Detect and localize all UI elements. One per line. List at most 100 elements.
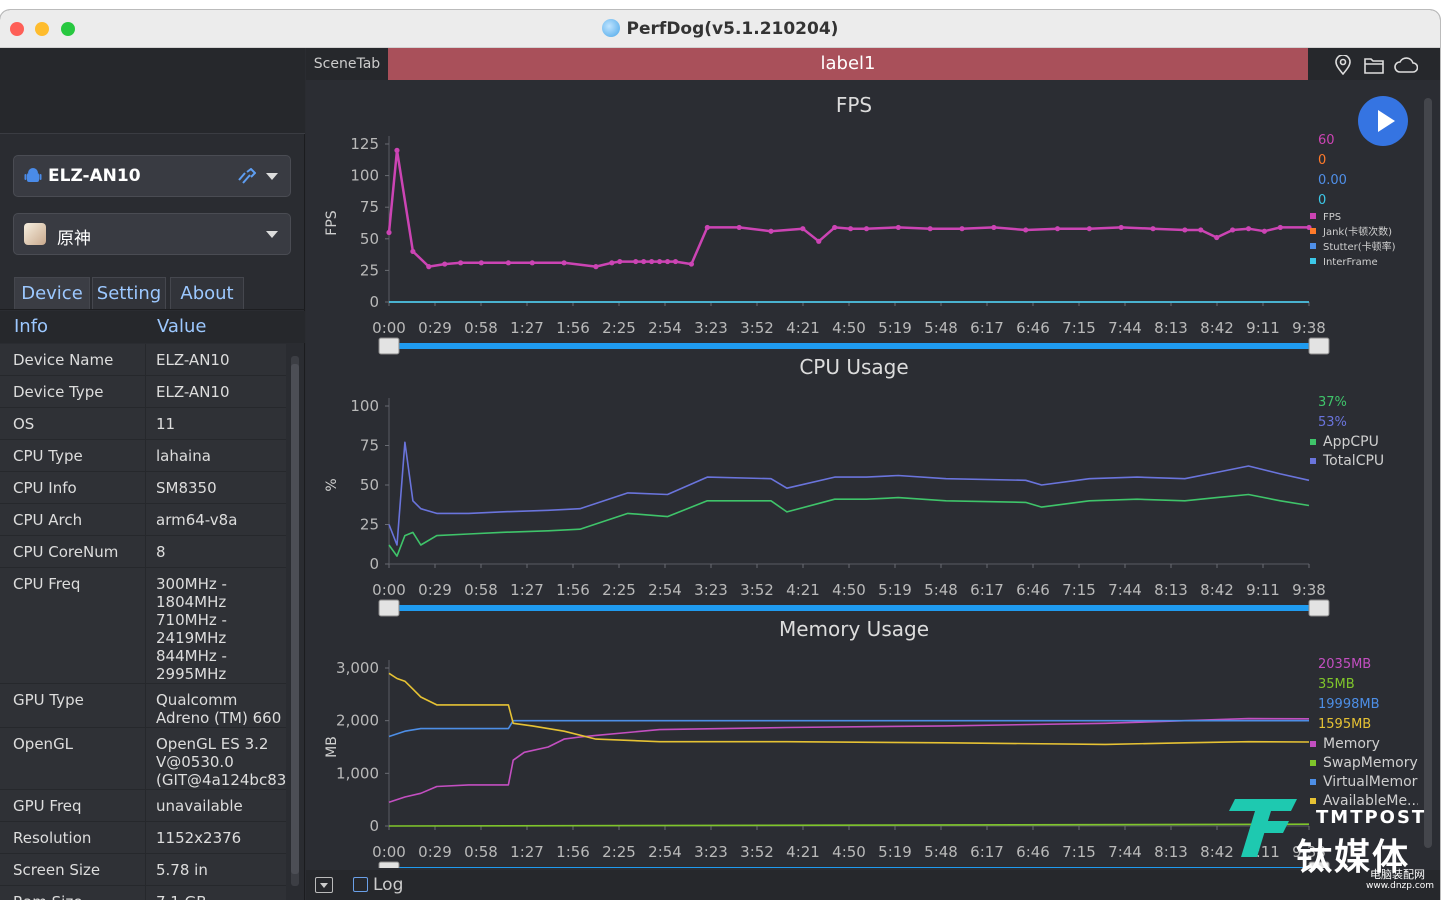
- table-row[interactable]: Ram Size 7.1 GB: [0, 886, 286, 900]
- chart-title: Memory Usage: [779, 617, 929, 641]
- label-bar[interactable]: label1: [388, 48, 1308, 80]
- y-tick-label: 3,000: [336, 659, 379, 677]
- x-tick-label: 9:11: [1246, 581, 1280, 599]
- row-value: unavailable: [156, 797, 243, 815]
- log-checkbox[interactable]: [353, 877, 368, 892]
- fps-point: [410, 248, 416, 255]
- folder-icon[interactable]: [1364, 56, 1384, 74]
- table-row[interactable]: Resolution 1152x2376: [0, 822, 286, 854]
- row-value: arm64-v8a: [156, 511, 238, 529]
- x-tick-label: 8:13: [1154, 843, 1188, 861]
- row-key: Resolution: [13, 829, 92, 847]
- range-slider-track[interactable]: [397, 605, 1319, 611]
- y-tick-label: 100: [350, 167, 379, 185]
- range-handle-left[interactable]: [378, 337, 400, 355]
- legend-entry: VirtualMemory: [1323, 774, 1418, 790]
- tab-setting[interactable]: Setting: [92, 277, 166, 309]
- x-tick-label: 6:17: [970, 581, 1004, 599]
- x-tick-label: 2:54: [648, 581, 682, 599]
- scroll-thumb[interactable]: [291, 364, 299, 874]
- scene-tab[interactable]: SceneTab: [306, 48, 388, 80]
- column-divider: [145, 822, 146, 853]
- x-tick-label: 4:50: [832, 843, 866, 861]
- x-tick-label: 6:17: [970, 843, 1004, 861]
- series-line-appcpu: [388, 493, 1310, 557]
- table-row[interactable]: OS 11: [0, 408, 286, 440]
- column-divider: [145, 886, 146, 900]
- column-divider: [145, 728, 146, 789]
- legend-value: 0.00: [1318, 173, 1347, 188]
- row-value: 5.78 in: [156, 861, 208, 879]
- x-tick-label: 7:44: [1108, 581, 1142, 599]
- legend-swatch: [1310, 243, 1316, 249]
- x-tick-label: 8:42: [1200, 581, 1234, 599]
- fps-point: [736, 224, 742, 231]
- x-tick-label: 2:25: [602, 319, 636, 337]
- table-row[interactable]: Screen Size 5.78 in: [0, 854, 286, 886]
- app-dropdown[interactable]: 原神: [13, 213, 291, 255]
- table-row[interactable]: Device Type ELZ-AN10: [0, 376, 286, 408]
- table-row[interactable]: GPU Type Qualcomm Adreno (TM) 660: [0, 684, 286, 728]
- legend-entry: SwapMemory: [1323, 755, 1418, 771]
- sidebar-scrollbar[interactable]: [288, 344, 302, 900]
- range-handle-right[interactable]: [1308, 861, 1330, 868]
- x-tick-label: 0:00: [372, 843, 406, 861]
- legend-swatch: [1310, 228, 1316, 234]
- charts-scrollbar[interactable]: [1422, 88, 1434, 858]
- minimize-window-button[interactable]: [35, 22, 49, 36]
- y-tick-label: 0: [369, 817, 379, 835]
- row-key: OpenGL: [13, 735, 74, 753]
- device-dropdown[interactable]: ELZ-AN10: [13, 155, 291, 197]
- collapse-toggle[interactable]: [315, 877, 333, 893]
- table-row[interactable]: OpenGL OpenGL ES 3.2 V@0530.0 (GIT@4a124b…: [0, 728, 286, 790]
- play-button[interactable]: [1358, 96, 1408, 146]
- row-value: 300MHz - 1804MHz 710MHz - 2419MHz 844MHz…: [156, 575, 227, 683]
- table-row[interactable]: Device Name ELZ-AN10: [0, 344, 286, 376]
- range-handle-left[interactable]: [378, 599, 400, 617]
- row-key: Screen Size: [13, 861, 101, 879]
- location-pin-icon[interactable]: [1334, 55, 1352, 75]
- table-row[interactable]: CPU Type lahaina: [0, 440, 286, 472]
- x-tick-label: 4:50: [832, 581, 866, 599]
- tab-device[interactable]: Device: [14, 277, 90, 309]
- close-window-button[interactable]: [10, 22, 24, 36]
- fps-point: [863, 226, 870, 232]
- fps-point: [1198, 227, 1204, 233]
- column-divider: [145, 376, 146, 407]
- zoom-window-button[interactable]: [61, 22, 75, 36]
- legend-entry: FPS: [1323, 212, 1341, 223]
- fps-point: [1054, 226, 1061, 232]
- legend-entry: AppCPU: [1323, 434, 1379, 450]
- legend-swatch: [1310, 798, 1316, 804]
- table-row[interactable]: CPU CoreNum 8: [0, 536, 286, 568]
- range-handle-left[interactable]: [378, 861, 400, 868]
- link-icon[interactable]: [236, 168, 256, 186]
- y-tick-label: 50: [360, 230, 379, 248]
- fps-point: [1086, 226, 1092, 232]
- table-row[interactable]: CPU Arch arm64-v8a: [0, 504, 286, 536]
- table-row[interactable]: CPU Freq 300MHz - 1804MHz 710MHz - 2419MH…: [0, 568, 286, 684]
- range-slider-track[interactable]: [397, 343, 1319, 349]
- row-key: OS: [13, 415, 35, 433]
- range-slider-track[interactable]: [397, 867, 1319, 868]
- fps-point: [426, 264, 432, 270]
- x-tick-label: 0:29: [418, 581, 452, 599]
- header-info: Info: [14, 316, 49, 337]
- range-handle-right[interactable]: [1308, 337, 1330, 355]
- cloud-icon[interactable]: [1394, 56, 1418, 74]
- fps-point: [649, 258, 655, 265]
- x-tick-label: 2:25: [602, 581, 636, 599]
- series-line-memory: [388, 717, 1310, 804]
- series-line-availableme: [388, 672, 1310, 746]
- table-row[interactable]: GPU Freq unavailable: [0, 790, 286, 822]
- x-tick-label: 2:54: [648, 843, 682, 861]
- y-tick-label: 1,000: [336, 764, 379, 782]
- series-line-swapmemory: [388, 823, 1310, 827]
- app-dropdown-label: 原神: [57, 229, 91, 249]
- tab-about[interactable]: About: [170, 277, 244, 309]
- table-row[interactable]: CPU Info SM8350: [0, 472, 286, 504]
- app-window: PerfDog(v5.1.210204) ELZ-AN10 原神 Device …: [0, 10, 1440, 900]
- sidebar-header: [0, 48, 305, 134]
- charts-scroll-thumb[interactable]: [1424, 98, 1432, 848]
- range-handle-right[interactable]: [1308, 599, 1330, 617]
